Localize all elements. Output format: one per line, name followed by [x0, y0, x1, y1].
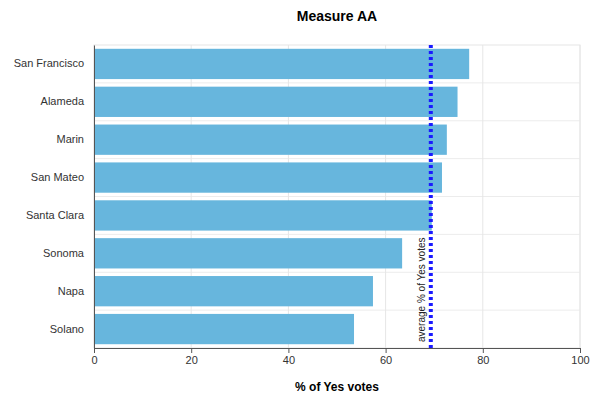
bar	[94, 125, 447, 155]
tick-label: 40	[283, 354, 295, 366]
tick-mark	[386, 348, 387, 353]
category-axis: San Francisco Alameda Marin San Mateo Santa …	[14, 46, 95, 349]
category-separator	[94, 82, 580, 83]
category-separator	[94, 196, 580, 197]
reference-line	[429, 45, 433, 348]
bar	[94, 276, 373, 306]
tick-mark	[191, 348, 192, 353]
tick-label: San Francisco	[14, 57, 84, 69]
category-separator	[94, 310, 580, 311]
tick: Solano	[50, 323, 94, 335]
tick-label: 60	[380, 354, 392, 366]
grid-line	[94, 45, 95, 348]
tick-mark	[288, 348, 289, 353]
tick-label: Napa	[58, 285, 85, 297]
tick-label: Alameda	[41, 95, 85, 107]
tick: 60	[380, 348, 392, 366]
grid-line	[482, 45, 483, 348]
bar	[94, 49, 469, 79]
tick-label: Marin	[56, 133, 84, 145]
tick-label: 100	[571, 354, 589, 366]
bar	[94, 314, 354, 344]
tick: Santa Clara	[26, 209, 94, 221]
category-separator	[94, 234, 580, 235]
tick-mark	[94, 348, 95, 353]
bar	[94, 162, 442, 192]
tick-mark	[483, 348, 484, 353]
chart: 020406080100San FranciscoAlamedaMarinSan…	[0, 0, 600, 400]
axis-line	[94, 46, 95, 349]
tick-label: 0	[91, 354, 97, 366]
tick: 40	[283, 348, 295, 366]
bar	[94, 200, 432, 230]
tick-label: Santa Clara	[26, 209, 85, 221]
tick-label: 80	[477, 354, 489, 366]
tick: 0	[91, 348, 97, 366]
tick: Sonoma	[43, 247, 94, 259]
category-separator	[94, 158, 580, 159]
title: Measure AA	[297, 8, 377, 24]
tick-label: San Mateo	[31, 171, 84, 183]
axis-line	[95, 349, 581, 354]
reference-label: average % of Yes votes	[416, 237, 427, 342]
tick: Alameda	[41, 95, 94, 107]
tick-label: 20	[186, 354, 198, 366]
value-axis: 0 20 40 60 80 100	[91, 348, 589, 366]
tick: Napa	[58, 285, 94, 297]
tick: 20	[186, 348, 198, 366]
tick-label: Sonoma	[43, 247, 85, 259]
tick: 80	[477, 348, 489, 366]
plot-frame	[94, 45, 580, 348]
bar	[94, 87, 458, 117]
grid-line	[580, 45, 581, 348]
bar	[94, 238, 402, 268]
tick: 100	[571, 348, 589, 366]
tick-mark	[580, 348, 581, 353]
category-separator	[94, 272, 580, 273]
category-separator	[94, 120, 580, 121]
tick: San Francisco	[14, 57, 94, 69]
plot-area: 020406080100San FranciscoAlamedaMarinSan…	[14, 45, 590, 366]
tick: Marin	[56, 133, 94, 145]
tick: San Mateo	[31, 171, 94, 183]
tick-label: Solano	[50, 323, 84, 335]
marks	[94, 45, 469, 348]
axis-title: % of Yes votes	[295, 380, 379, 394]
